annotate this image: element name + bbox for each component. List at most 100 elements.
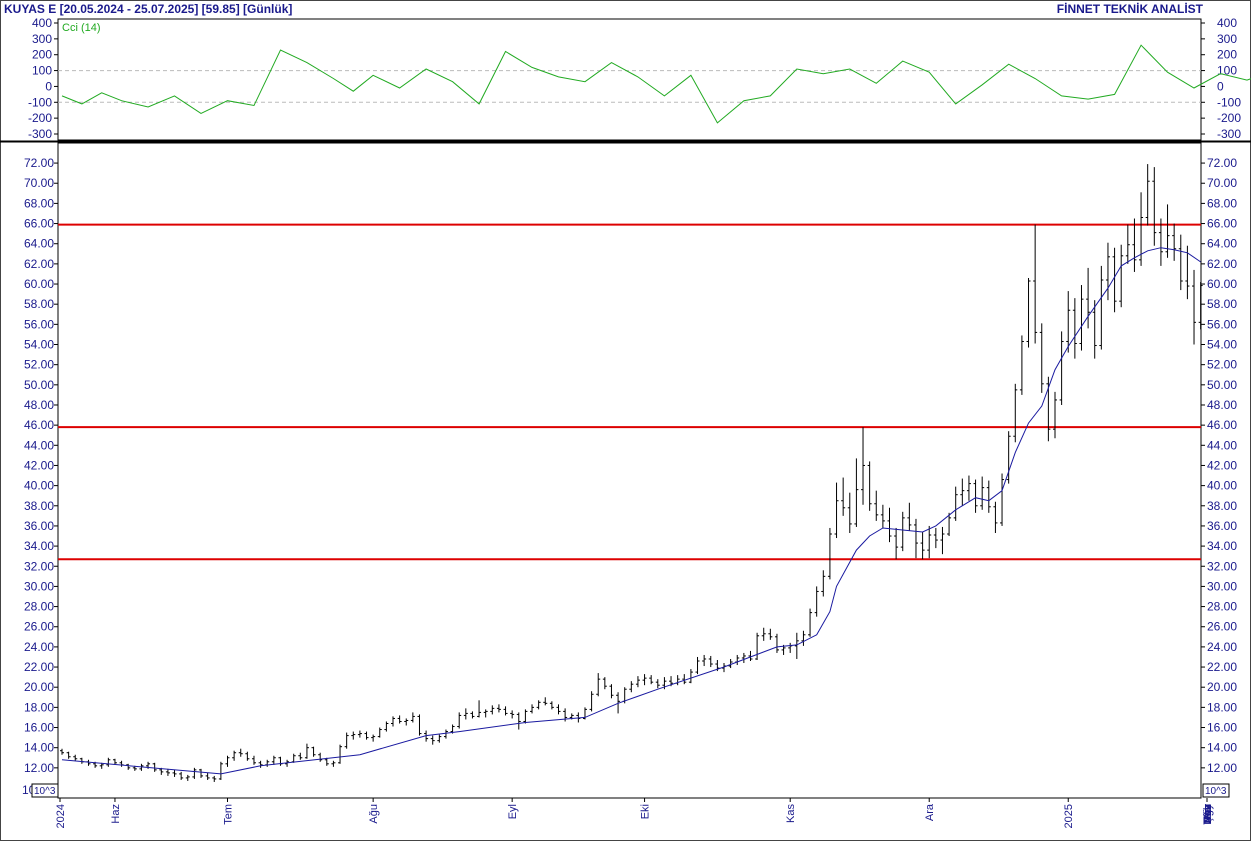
ohlc-bar xyxy=(907,502,912,531)
cci-tick-label-right: -300 xyxy=(1217,127,1241,141)
price-tick-label-left: 24.00 xyxy=(24,640,54,654)
ohlc-bar xyxy=(847,492,852,533)
ohlc-bar xyxy=(179,771,184,780)
price-tick-label-right: 12.00 xyxy=(1207,761,1237,775)
price-tick-label-right: 62.00 xyxy=(1207,257,1237,271)
ohlc-bar xyxy=(966,475,971,501)
ohlc-bar xyxy=(933,527,938,549)
ohlc-bar xyxy=(1046,376,1051,442)
ohlc-bar xyxy=(741,652,746,664)
price-tick-label-left: 58.00 xyxy=(24,297,54,311)
ohlc-bar xyxy=(443,729,448,739)
ohlc-bar xyxy=(516,712,521,730)
ohlc-bar xyxy=(1105,242,1110,301)
ohlc-bar xyxy=(483,709,488,718)
ohlc-bar xyxy=(265,759,270,767)
cci-tick-label-left: -200 xyxy=(28,111,52,125)
ohlc-bar xyxy=(841,477,846,516)
ohlc-bar xyxy=(298,752,303,760)
cci-tick-label-right: 300 xyxy=(1217,32,1237,46)
ohlc-bar xyxy=(682,674,687,685)
ohlc-bar xyxy=(457,712,462,729)
cci-tick-label-left: -300 xyxy=(28,127,52,141)
chart-header-title: KUYAS E [20.05.2024 - 25.07.2025] [59.85… xyxy=(4,2,293,16)
ohlc-bar xyxy=(536,700,541,710)
ohlc-bar xyxy=(218,761,223,780)
ohlc-bar xyxy=(1079,285,1084,351)
ohlc-bar xyxy=(477,700,482,718)
ohlc-bar xyxy=(278,756,283,766)
ohlc-bar xyxy=(1192,269,1197,345)
price-tick-label-right: 22.00 xyxy=(1207,660,1237,674)
ohlc-bar xyxy=(112,758,117,765)
ohlc-bar xyxy=(675,675,680,686)
ohlc-bar xyxy=(649,675,654,685)
price-tick-label-right: 36.00 xyxy=(1207,519,1237,533)
x-tick-label: Eyl xyxy=(507,804,519,819)
x-tick-label: Haz xyxy=(1202,804,1214,824)
price-tick-label-left: 60.00 xyxy=(24,277,54,291)
ohlc-bar xyxy=(794,632,799,659)
price-tick-label-right: 58.00 xyxy=(1207,297,1237,311)
unit-box-right xyxy=(1202,783,1230,798)
ohlc-bar xyxy=(695,656,700,675)
price-tick-label-left: 46.00 xyxy=(24,418,54,432)
cci-tick-label-left: 400 xyxy=(32,16,52,30)
ohlc-bar xyxy=(960,478,965,506)
price-panel: 12.00 12.00 14.00 14.00 16.00 16.00 18.00 18.00… xyxy=(22,156,1237,798)
price-tick-label-left: 18.00 xyxy=(24,700,54,714)
ohlc-bar xyxy=(503,706,508,716)
ohlc-bar xyxy=(172,769,177,777)
price-tick-label-left: 16.00 xyxy=(24,721,54,735)
price-tick-label-left: 36.00 xyxy=(24,519,54,533)
ohlc-bar xyxy=(324,757,329,766)
ohlc-bar xyxy=(304,743,309,759)
price-tick-label-left: 72.00 xyxy=(24,156,54,170)
ohlc-bar xyxy=(1158,218,1163,266)
ohlc-bar xyxy=(1099,265,1104,350)
ohlc-bar xyxy=(927,525,932,559)
ohlc-bar xyxy=(126,763,131,770)
price-tick-label-left: 52.00 xyxy=(24,358,54,372)
ohlc-bar xyxy=(417,714,422,736)
price-tick-label-right: 24.00 xyxy=(1207,640,1237,654)
unit-box-left xyxy=(31,783,59,798)
ohlc-bar xyxy=(1059,331,1064,405)
ohlc-bar xyxy=(377,727,382,738)
ohlc-bar xyxy=(821,570,826,597)
ohlc-bar xyxy=(73,754,78,761)
ohlc-bar xyxy=(642,674,647,686)
ohlc-bar xyxy=(496,704,501,713)
ohlc-bar xyxy=(834,482,839,539)
ohlc-bar xyxy=(1013,383,1018,443)
price-tick-label-left: 30.00 xyxy=(24,579,54,593)
ohlc-bar xyxy=(384,721,389,732)
ohlc-bar xyxy=(1019,335,1024,395)
cci-tick-label-right: 0 xyxy=(1217,79,1224,93)
ohlc-bar xyxy=(702,654,707,667)
ohlc-bar xyxy=(993,501,998,533)
ohlc-bar xyxy=(629,681,634,693)
price-tick-label-right: 38.00 xyxy=(1207,499,1237,513)
ohlc-bar xyxy=(801,630,806,646)
ohlc-bar xyxy=(251,755,256,765)
ohlc-bar xyxy=(728,658,733,669)
price-tick-label-right: 34.00 xyxy=(1207,539,1237,553)
ohlc-bar xyxy=(205,772,210,780)
ohlc-bar xyxy=(1086,267,1091,329)
ohlc-bar xyxy=(225,755,230,767)
ohlc-bar xyxy=(900,511,905,552)
chart-header-vendor: FİNNET TEKNİK ANALİST xyxy=(1056,2,1203,16)
ohlc-bar xyxy=(318,752,323,762)
price-tick-label-right: 72.00 xyxy=(1207,156,1237,170)
ohlc-bar xyxy=(430,735,435,745)
ohlc-bar xyxy=(463,708,468,720)
price-tick-label-left: 42.00 xyxy=(24,458,54,472)
x-tick-label: Ara xyxy=(924,803,936,821)
price-tick-label-left: 26.00 xyxy=(24,620,54,634)
ohlc-bar xyxy=(894,527,899,560)
ohlc-bar xyxy=(1152,167,1157,246)
price-tick-label-right: 26.00 xyxy=(1207,620,1237,634)
x-tick-label: Ağu xyxy=(368,804,380,824)
